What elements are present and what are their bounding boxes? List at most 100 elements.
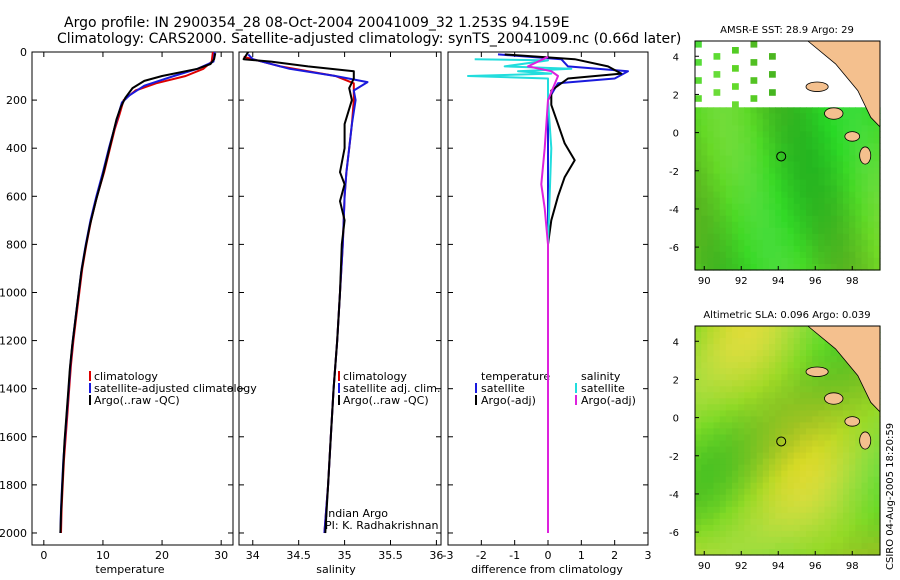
sla-map-cell: [775, 458, 782, 466]
sst-map-cell: [830, 155, 838, 163]
sst-map-cell: [769, 161, 776, 169]
sst-map-cell: [756, 233, 764, 241]
sst-map-cell: [861, 221, 869, 229]
sst-map-cell: [861, 264, 869, 271]
sla-map-cell: [793, 506, 801, 514]
sla-map-cell: [719, 416, 727, 423]
sst-map-cell: [843, 245, 850, 253]
sla-map-cell: [701, 446, 708, 454]
sst-map-cell: [861, 209, 869, 217]
sst-map-cell: [787, 197, 795, 205]
sla-map-cell: [781, 542, 789, 550]
sla-map-cell: [695, 392, 702, 399]
sst-map-cell: [732, 167, 739, 175]
sst-map-cell: [830, 161, 838, 169]
sla-map-cell: [818, 362, 826, 369]
sla-map-cell: [799, 392, 807, 399]
sst-map-cell: [824, 185, 832, 193]
sla-map-cell: [836, 518, 844, 526]
sla-map-cell: [799, 428, 807, 435]
sla-map-cell: [855, 446, 863, 454]
salinity-legend-label: Argo(..raw -QC): [343, 394, 429, 407]
sla-map-cell: [867, 494, 875, 502]
sla-map-cell: [756, 344, 764, 351]
sst-map-cell: [855, 107, 863, 114]
sla-map-cell: [725, 506, 733, 514]
sst-map-cell: [719, 143, 727, 150]
sst-map-cell: [707, 173, 715, 181]
sla-map-cell: [793, 332, 801, 339]
sla-map-cell: [756, 380, 764, 387]
sla-map-cell: [781, 512, 789, 520]
sst-map-cell: [873, 125, 881, 132]
sst-map-cell: [830, 149, 838, 157]
sst-map-cell: [750, 119, 758, 126]
sla-map-cell: [769, 404, 776, 411]
sst-map-cell: [719, 251, 727, 259]
sla-map-cell: [744, 458, 752, 466]
sst-map-cell: [695, 179, 702, 187]
sst-map-cell: [781, 227, 789, 235]
sla-map-cell: [867, 549, 875, 556]
sst-map-cell: [762, 185, 770, 193]
sla-map-cell: [855, 549, 863, 556]
sst-map-cell: [830, 257, 838, 265]
sla-map-cell: [744, 392, 752, 399]
sla-map-cell: [762, 512, 770, 520]
sst-map-cell: [806, 185, 813, 193]
sst-map-cell: [744, 245, 752, 253]
sst-map-cell: [781, 233, 789, 241]
sla-map-cell: [806, 542, 813, 550]
sst-map-cell: [843, 264, 850, 271]
sla-map-cell: [732, 410, 739, 417]
sst-map-cell: [732, 65, 739, 72]
sst-map-cell: [762, 113, 770, 120]
sst-map-cell: [843, 197, 850, 205]
sla-map-cell: [806, 458, 813, 466]
difference-legend-label: satellite: [581, 382, 625, 395]
sst-map-cell: [701, 203, 708, 211]
sst-map-cell: [775, 185, 782, 193]
sla-map-cell: [836, 434, 844, 442]
sla-map-cell: [707, 476, 715, 484]
sla-map-cell: [713, 398, 721, 405]
sst-map-cell: [787, 137, 795, 144]
sla-map-cell: [818, 512, 826, 520]
sla-map-cell: [744, 362, 752, 369]
sla-map-cell: [732, 350, 739, 357]
sla-map-cell: [836, 374, 844, 381]
sla-map-cell: [707, 458, 715, 466]
sst-map-cell: [849, 161, 856, 169]
sla-map-cell: [793, 410, 801, 417]
sla-map-cell: [713, 338, 721, 345]
sst-map-cell: [732, 227, 739, 235]
sst-map-cell: [873, 257, 881, 265]
sla-map-cell: [769, 332, 776, 339]
sst-map-cell: [873, 221, 881, 229]
sla-map-cell: [701, 500, 708, 508]
sla-map-cell: [781, 458, 789, 466]
sst-map-cell: [756, 161, 764, 169]
sst-map-cell: [849, 155, 856, 163]
sla-map-cell: [806, 440, 813, 448]
sla-map-cell: [824, 440, 832, 448]
sla-map-cell: [867, 500, 875, 508]
sla-map-cell: [787, 392, 795, 399]
sst-map-cell: [750, 167, 758, 175]
sst-map-cell: [806, 173, 813, 181]
sst-map-cell: [830, 239, 838, 247]
salinity-series-line: [243, 55, 355, 534]
sst-map-cell: [855, 179, 863, 187]
sst-map-cell: [799, 227, 807, 235]
sst-map-cell: [824, 245, 832, 253]
sla-map-cell: [787, 500, 795, 508]
sla-map-cell: [756, 332, 764, 339]
sla-map-cell: [861, 464, 869, 472]
sst-map-cell: [812, 191, 819, 199]
sla-map-cell: [787, 452, 795, 460]
sst-map-cell: [867, 161, 875, 169]
sst-map-cell: [806, 197, 813, 205]
sst-map-cell: [695, 77, 702, 84]
sst-map-cell: [762, 155, 770, 163]
sst-map-cell: [812, 155, 819, 163]
